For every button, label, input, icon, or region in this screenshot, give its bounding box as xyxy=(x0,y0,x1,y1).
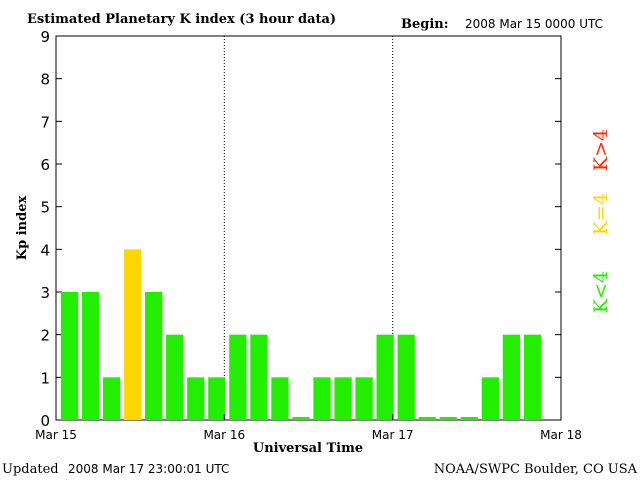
legend-k-equal-4: K=4 xyxy=(590,193,612,235)
kp-bar xyxy=(439,417,457,420)
kp-bar xyxy=(250,334,268,420)
day-gridlines xyxy=(223,36,394,420)
begin-value: 2008 Mar 15 0000 UTC xyxy=(465,17,603,31)
legend-k-greater-4: K>4 xyxy=(590,129,612,171)
kp-bar xyxy=(313,377,331,420)
kp-bar xyxy=(292,417,310,420)
kp-bar xyxy=(502,334,521,420)
y-tick-label: 8 xyxy=(40,71,50,89)
chart-title: Estimated Planetary K index (3 hour data… xyxy=(27,12,336,27)
kp-bar xyxy=(334,377,352,420)
bar-series xyxy=(60,249,542,420)
x-axis-label: Universal Time xyxy=(253,441,363,456)
x-tick-label: Mar 16 xyxy=(203,428,245,442)
kp-bar xyxy=(102,377,121,420)
kp-bar xyxy=(81,292,100,420)
kp-bar xyxy=(124,249,142,420)
y-tick-label: 1 xyxy=(40,369,50,387)
kp-bar xyxy=(187,377,205,420)
y-tick-label: 7 xyxy=(40,113,50,131)
y-tick-label: 6 xyxy=(40,156,50,174)
source-credit: NOAA/SWPC Boulder, CO USA xyxy=(434,462,638,477)
kp-bar xyxy=(166,334,184,420)
kp-bar xyxy=(60,292,79,420)
y-tick-label: 3 xyxy=(40,284,50,302)
y-axis: 0 1 2 3 4 5 6 7 8 9 xyxy=(40,28,561,430)
y-tick-label: 0 xyxy=(40,412,50,430)
y-axis-label: Kp index xyxy=(15,196,30,261)
legend-k-less-4: K<4 xyxy=(590,271,612,313)
updated-label: Updated xyxy=(2,462,59,477)
x-tick-label: Mar 17 xyxy=(372,428,414,442)
y-tick-label: 5 xyxy=(40,199,50,217)
x-tick-label: Mar 15 xyxy=(35,428,77,442)
kp-bar xyxy=(229,334,247,420)
x-axis: Mar 15 Mar 16 Mar 17 Mar 18 xyxy=(35,414,582,442)
y-tick-label: 9 xyxy=(40,28,50,46)
y-tick-label: 2 xyxy=(40,327,50,345)
kp-bar xyxy=(523,334,542,420)
kp-bar xyxy=(418,417,436,420)
y-tick-label: 4 xyxy=(40,241,50,259)
kp-bar xyxy=(397,334,415,420)
kp-bar xyxy=(460,417,478,420)
kp-bar xyxy=(355,377,373,420)
kp-bar xyxy=(376,334,394,420)
begin-label: Begin: xyxy=(401,17,449,32)
x-tick-label: Mar 18 xyxy=(540,428,582,442)
kp-bar xyxy=(145,292,163,420)
kp-bar xyxy=(208,377,226,420)
kp-bar xyxy=(271,377,289,420)
kp-bar xyxy=(481,377,499,420)
updated-value: 2008 Mar 17 23:00:01 UTC xyxy=(68,462,229,476)
